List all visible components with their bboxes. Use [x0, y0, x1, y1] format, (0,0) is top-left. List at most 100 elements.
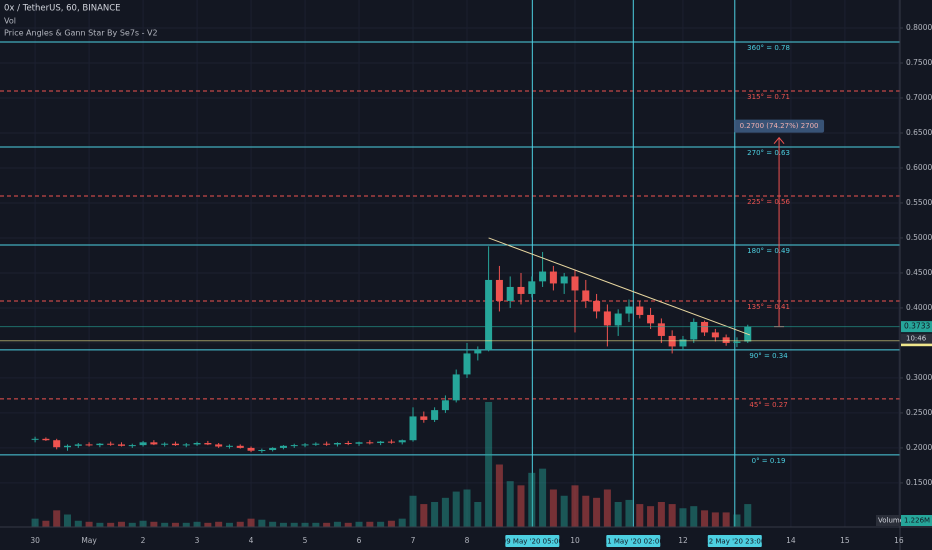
candle-body: [722, 337, 730, 343]
volume-bar: [744, 504, 752, 527]
volume-bar: [269, 521, 277, 527]
x-tick-label: 15: [840, 536, 850, 545]
volume-bar: [323, 522, 331, 527]
plot: 360° = 0.78 315° = 0.71 270° = 0.63 225° = …: [0, 0, 900, 527]
volume-bar: [225, 522, 233, 527]
countdown: 10:46: [906, 335, 927, 343]
volume-bar: [366, 521, 374, 527]
volume-bar: [657, 502, 665, 527]
gann-level-label: 360° = 0.78: [747, 44, 790, 52]
candle-body: [53, 440, 61, 448]
volume-bar: [517, 485, 525, 527]
volume-bar: [485, 402, 493, 527]
candle-body: [117, 444, 125, 446]
volume-bar: [42, 520, 50, 527]
volume-bar: [690, 506, 698, 527]
x-tick-label: 5: [303, 536, 308, 545]
candle-body: [539, 271, 547, 282]
measure-head: [773, 136, 785, 144]
volume-bar: [355, 521, 363, 527]
y-tick-label: 0.7000: [906, 93, 932, 102]
candle-body: [377, 441, 385, 444]
y-tick-label: 0.8000: [906, 23, 932, 32]
volume-bar: [582, 495, 590, 527]
volume-bar: [495, 464, 503, 527]
candle-body: [582, 290, 590, 301]
subtitle: Vol: [4, 17, 16, 26]
volume-bar: [636, 504, 644, 527]
volume-bar: [701, 510, 709, 527]
volume-bar: [139, 520, 147, 527]
y-tick-label: 0.4000: [906, 303, 932, 312]
candle-body: [193, 443, 201, 445]
candle-body: [431, 410, 439, 420]
candle-body: [485, 279, 493, 350]
x-tick-label: 14: [786, 536, 796, 545]
y-tick-label: 0.1500: [906, 478, 932, 487]
volume-bar: [647, 506, 655, 527]
volume-readout-box: [901, 515, 932, 526]
candle-body: [161, 443, 169, 445]
price-marker-box: [901, 321, 932, 333]
measure-box: [734, 119, 825, 133]
time-label: 12 May '20 23:00: [704, 538, 765, 546]
volume-bar: [182, 522, 190, 527]
candle-body: [355, 442, 363, 444]
x-tick-label: 12: [678, 536, 688, 545]
price-marker-label: 0.3733: [904, 322, 930, 331]
candle-body: [63, 445, 71, 448]
candle-body: [258, 450, 266, 452]
volume-bar: [31, 518, 39, 527]
volume-bar: [63, 514, 71, 527]
countdown-box: [901, 333, 932, 344]
x-tick-label: 2: [141, 536, 146, 545]
volume-bar: [171, 522, 179, 527]
candle-body: [517, 286, 525, 294]
volume-bar: [344, 522, 352, 527]
x-tick-label: 8: [465, 536, 470, 545]
candle-body: [679, 339, 687, 347]
candle-body: [409, 416, 417, 441]
candle-body: [182, 444, 190, 446]
candle-body: [96, 443, 104, 446]
candle-body: [420, 416, 428, 420]
x-tick-label: 16: [894, 536, 904, 545]
volume-bar: [247, 518, 255, 527]
y-tick-label: 0.2500: [906, 408, 932, 417]
chart-title: 0x / TetherUS, 60, BINANCE: [4, 4, 121, 14]
volume-bar: [593, 497, 601, 527]
gann-level-label: 225° = 0.56: [747, 198, 790, 206]
candle-body: [344, 443, 352, 445]
volume-bar: [625, 499, 633, 527]
candle-body: [333, 443, 341, 445]
candle-body: [323, 443, 331, 445]
candle-body: [269, 447, 277, 451]
volume-bar: [387, 520, 395, 527]
candle-body: [463, 353, 471, 375]
candle-body: [625, 306, 633, 314]
volume-bar: [431, 502, 439, 527]
volume-bar: [312, 522, 320, 527]
volume-bar: [474, 502, 482, 527]
volume-bar: [107, 522, 115, 527]
volume-bar: [258, 519, 266, 527]
candle-body: [441, 400, 449, 411]
y-tick-label: 0.6000: [906, 163, 932, 172]
candle-body: [452, 374, 460, 401]
trendline: [488, 237, 751, 336]
volume-readout: 1.226M: [904, 517, 930, 525]
volume-bar: [711, 512, 719, 527]
volume-bar: [333, 521, 341, 527]
candle-body: [247, 447, 255, 451]
gann-level-label: 45° = 0.27: [749, 401, 787, 409]
candle-body: [236, 445, 244, 448]
candle-body: [571, 276, 579, 291]
candle-body: [215, 444, 223, 447]
time-label: 09 May '20 05:00: [502, 538, 563, 546]
volume-bar: [733, 514, 741, 527]
volume-bar: [236, 521, 244, 527]
candle-body: [128, 445, 136, 447]
candle-body: [506, 286, 514, 301]
volume-bar: [603, 489, 611, 527]
